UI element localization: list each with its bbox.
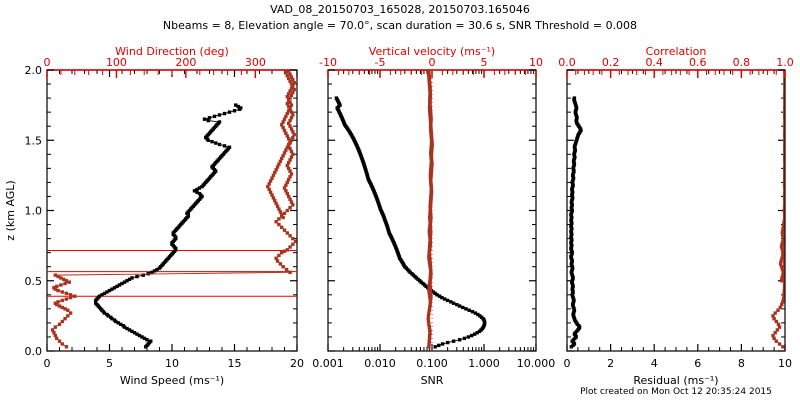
series-snr <box>334 96 487 349</box>
svg-text:-5: -5 <box>375 56 386 69</box>
svg-text:20: 20 <box>290 357 304 370</box>
svg-text:200: 200 <box>175 56 196 69</box>
svg-text:10: 10 <box>529 56 543 69</box>
svg-text:0.8: 0.8 <box>733 56 751 69</box>
y-axis-label: z (km AGL) <box>4 180 17 240</box>
page-subtitle: Nbeams = 8, Elevation angle = 70.0°, sca… <box>162 19 638 32</box>
bottom-axis-label-2: SNR <box>421 374 444 387</box>
svg-text:100: 100 <box>106 56 127 69</box>
svg-text:0.5: 0.5 <box>25 275 43 288</box>
svg-text:10: 10 <box>778 357 792 370</box>
top-axis-label-1: Wind Direction (deg) <box>115 45 229 58</box>
series-vertical-velocity <box>426 70 434 349</box>
series-correlation <box>771 70 785 349</box>
svg-text:5: 5 <box>106 357 113 370</box>
panel-frame-1 <box>46 69 298 352</box>
svg-text:0: 0 <box>564 357 571 370</box>
svg-text:-10: -10 <box>319 56 337 69</box>
svg-text:5: 5 <box>481 56 488 69</box>
svg-text:0: 0 <box>44 56 51 69</box>
svg-text:0.6: 0.6 <box>689 56 707 69</box>
series-residual <box>569 96 583 349</box>
svg-text:2.0: 2.0 <box>25 64 43 77</box>
svg-text:10.000: 10.000 <box>517 357 556 370</box>
svg-text:15: 15 <box>228 357 242 370</box>
svg-text:0: 0 <box>44 357 51 370</box>
bottom-axis-label-1: Wind Speed (ms⁻¹) <box>120 374 224 387</box>
svg-text:0.001: 0.001 <box>312 357 344 370</box>
svg-text:1.0: 1.0 <box>776 56 794 69</box>
svg-text:0.0: 0.0 <box>25 345 43 358</box>
svg-text:4: 4 <box>651 357 658 370</box>
bottom-axis-label-3: Residual (ms⁻¹) <box>633 374 718 387</box>
svg-text:6: 6 <box>694 357 701 370</box>
svg-text:2: 2 <box>607 357 614 370</box>
svg-text:0: 0 <box>429 56 436 69</box>
svg-text:0.4: 0.4 <box>645 56 663 69</box>
svg-text:300: 300 <box>245 56 266 69</box>
svg-text:1.000: 1.000 <box>468 357 500 370</box>
panel-frame-3 <box>566 69 786 352</box>
series-wind-direction <box>50 70 297 349</box>
svg-text:8: 8 <box>738 357 745 370</box>
svg-text:0.100: 0.100 <box>416 357 448 370</box>
svg-text:1.5: 1.5 <box>25 134 43 147</box>
svg-text:0.2: 0.2 <box>602 56 620 69</box>
svg-text:0.0: 0.0 <box>558 56 576 69</box>
creation-timestamp: Plot created on Mon Oct 12 20:35:24 2015 <box>580 387 772 397</box>
top-axis-label-2: Vertical velocity (ms⁻¹) <box>369 45 495 58</box>
svg-text:0.010: 0.010 <box>364 357 396 370</box>
top-axis-label-3: Correlation <box>646 45 707 58</box>
svg-text:1.0: 1.0 <box>25 205 43 218</box>
page-title: VAD_08_20150703_165028, 20150703.165046 <box>270 3 530 16</box>
series-wind-speed <box>94 103 243 349</box>
svg-text:10: 10 <box>165 357 179 370</box>
